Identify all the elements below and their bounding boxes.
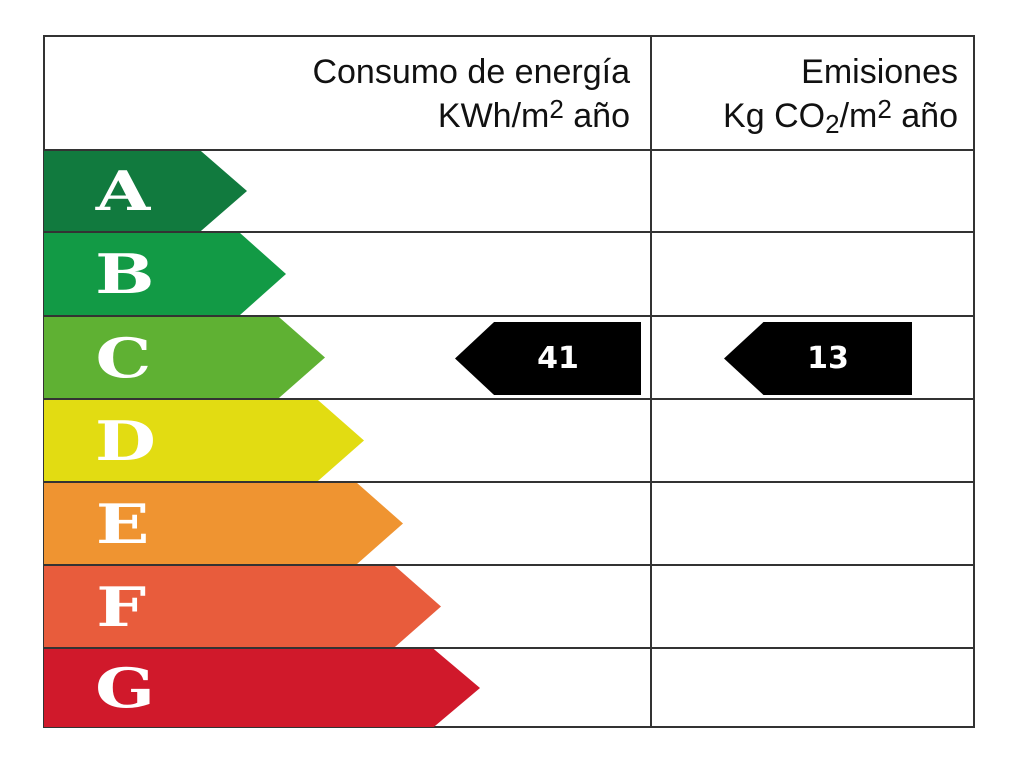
row-divider — [43, 564, 975, 566]
row-divider — [43, 647, 975, 649]
row-divider — [43, 481, 975, 483]
rating-band-d: D — [44, 400, 364, 481]
rating-letter: A — [95, 159, 151, 223]
emissions-title: Emisiones — [801, 53, 958, 91]
column-divider — [650, 35, 652, 728]
energy-title: Consumo de energía — [312, 53, 630, 91]
energy-header: Consumo de energía KWh/m2 año — [312, 50, 630, 138]
rating-letter: F — [96, 574, 147, 639]
emissions-header: Emisiones Kg CO2/m2 año — [723, 50, 958, 138]
rating-letter: B — [95, 242, 155, 306]
rating-band-b: B — [44, 233, 286, 315]
rating-letter: G — [95, 656, 156, 720]
rating-letter: D — [94, 408, 156, 473]
rating-band-c: C — [44, 317, 325, 398]
row-divider — [43, 231, 975, 233]
rating-band-f: F — [44, 566, 441, 647]
row-divider — [43, 315, 975, 317]
energy-rating-pointer: 41 — [455, 322, 641, 395]
emissions-rating-pointer: 13 — [724, 322, 912, 395]
emissions-unit: Kg CO2/m2 año — [723, 94, 958, 139]
row-divider — [43, 149, 975, 151]
rating-band-g: G — [44, 649, 480, 727]
rating-band-a: A — [44, 151, 247, 231]
rating-letter: E — [95, 491, 150, 556]
rating-letter: C — [95, 325, 152, 390]
rating-band-e: E — [44, 483, 403, 564]
energy-unit: KWh/m2 año — [437, 94, 630, 135]
row-divider — [43, 398, 975, 400]
